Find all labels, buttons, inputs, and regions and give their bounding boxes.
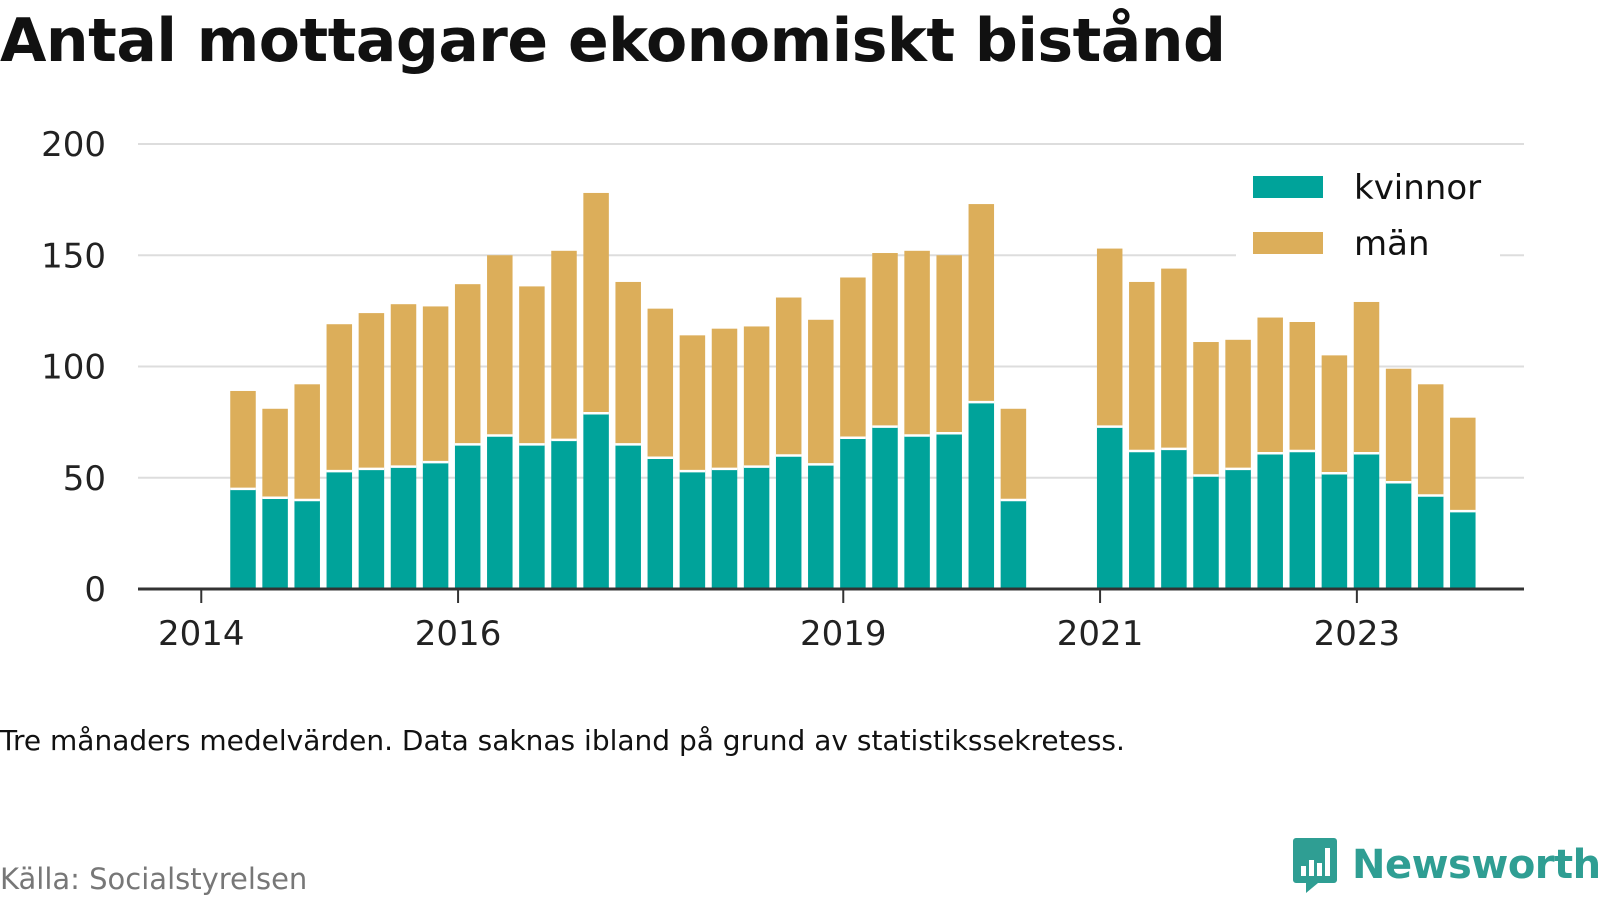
bar-man [487, 255, 513, 436]
bar-man [1321, 355, 1348, 474]
legend-label: kvinnor [1354, 168, 1481, 208]
source-credit: Källa: Socialstyrelsen [0, 862, 308, 896]
y-tick-label: 100 [41, 348, 106, 388]
bar-kvinnor [1000, 500, 1027, 589]
bar-kvinnor [1450, 511, 1476, 589]
bar-kvinnor [1225, 468, 1251, 589]
bar-man [872, 253, 898, 427]
bar-kvinnor [262, 497, 288, 589]
y-tick-label: 50 [63, 459, 106, 499]
x-tick-label: 2016 [415, 614, 502, 654]
bar-man [358, 313, 385, 469]
bar-man [1385, 368, 1412, 483]
bar-kvinnor [1289, 451, 1316, 589]
bar-kvinnor [422, 462, 449, 589]
bar-man [711, 328, 738, 469]
bar-chart-speech-bubble-icon [1293, 838, 1337, 893]
bar-kvinnor [904, 435, 930, 589]
bar-kvinnor [487, 435, 513, 589]
bar-kvinnor [1385, 482, 1412, 589]
x-tick-label: 2014 [158, 614, 245, 654]
bar-kvinnor [358, 468, 385, 589]
bar-man [294, 384, 320, 500]
bar-kvinnor [1161, 448, 1187, 589]
bar-man [230, 390, 256, 489]
bar-kvinnor [1129, 451, 1155, 589]
bar-kvinnor [743, 466, 770, 589]
bar-man [326, 324, 353, 472]
bar-man [551, 250, 577, 440]
bar-kvinnor [326, 471, 353, 589]
x-tick-label: 2019 [800, 614, 887, 654]
bar-kvinnor [583, 413, 609, 589]
bar-kvinnor [230, 488, 256, 589]
bar-man [936, 255, 962, 434]
bar-man [775, 297, 802, 456]
bar-man [454, 284, 481, 445]
x-tick-label: 2021 [1057, 614, 1144, 654]
bar-man [808, 319, 834, 465]
brand-name: Newsworthy [1352, 842, 1600, 888]
bar-man [1193, 342, 1219, 476]
bar-man [615, 281, 641, 445]
bar-man [679, 335, 706, 472]
bar-man [968, 204, 995, 403]
bar-kvinnor [647, 457, 674, 589]
bar-kvinnor [808, 464, 834, 589]
bar-man [262, 408, 288, 498]
bar-man [840, 277, 866, 438]
bar-kvinnor [454, 444, 481, 589]
bar-kvinnor [1353, 453, 1380, 589]
bar-man [1289, 322, 1316, 452]
bar-man [904, 250, 930, 436]
bar-man [1450, 417, 1476, 512]
bar-kvinnor [1193, 475, 1219, 589]
bars [230, 192, 1476, 589]
legend: kvinnor män [1236, 158, 1500, 264]
y-axis: 0 50 100 150 200 [41, 125, 106, 610]
bar-man [422, 306, 449, 463]
bar-kvinnor [679, 471, 706, 589]
bar-man [1096, 248, 1123, 427]
bar-kvinnor [519, 444, 545, 589]
x-tick-label: 2023 [1314, 614, 1401, 654]
bar-man [1353, 301, 1380, 454]
bar-man [390, 304, 417, 467]
bar-man [1257, 317, 1283, 454]
bar-kvinnor [1257, 453, 1283, 589]
y-tick-label: 200 [41, 125, 106, 165]
bar-kvinnor [1096, 426, 1123, 589]
bar-man [1417, 384, 1444, 496]
bar-man [1161, 268, 1187, 449]
bar-kvinnor [1321, 473, 1348, 589]
legend-swatch [1253, 232, 1323, 254]
bar-kvinnor [840, 437, 866, 589]
bar-kvinnor [872, 426, 898, 589]
bar-kvinnor [1417, 495, 1444, 589]
bar-man [583, 192, 609, 414]
bar-man [1225, 339, 1251, 469]
legend-label: män [1354, 224, 1430, 264]
chart-note: Tre månaders medelvärden. Data saknas ib… [0, 724, 1125, 757]
bar-man [647, 308, 674, 458]
bar-kvinnor [711, 468, 738, 589]
bar-kvinnor [551, 439, 577, 589]
stacked-bar-chart: 0 50 100 150 200 2014 2016 2019 2021 2023 kvinno… [41, 125, 1524, 654]
y-tick-label: 150 [41, 236, 106, 276]
bar-man [743, 326, 770, 467]
bar-man [519, 286, 545, 445]
bar-kvinnor [615, 444, 641, 589]
chart-title: Antal mottagare ekonomiskt bistånd [0, 6, 1226, 76]
bar-man [1000, 408, 1027, 500]
x-axis: 2014 2016 2019 2021 2023 [138, 587, 1524, 654]
newsworthy-logo: Newsworthy [1292, 836, 1600, 894]
bar-kvinnor [294, 500, 320, 589]
bar-kvinnor [968, 402, 995, 589]
bar-kvinnor [390, 466, 417, 589]
legend-swatch [1253, 176, 1323, 198]
y-tick-label: 0 [84, 570, 106, 610]
bar-kvinnor [775, 455, 802, 589]
bar-man [1129, 281, 1155, 452]
bar-kvinnor [936, 433, 962, 589]
